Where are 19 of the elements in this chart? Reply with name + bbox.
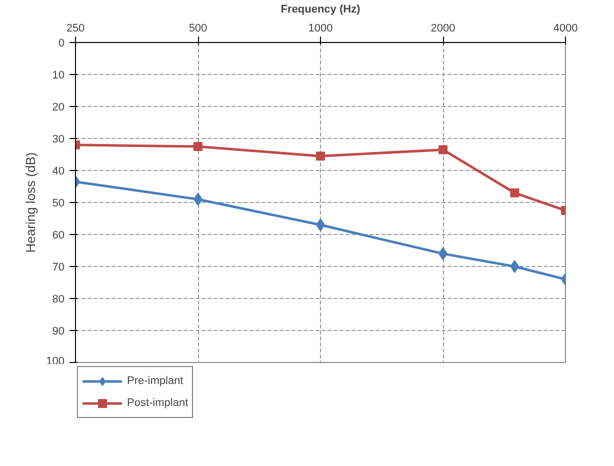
x-tick-label: 250	[66, 22, 85, 34]
y-tick-label: 40	[52, 166, 65, 178]
y-tick-label: 20	[52, 102, 65, 114]
y-tick-label: 90	[52, 326, 65, 338]
y-tick-label: 10	[52, 70, 65, 82]
y-tick-label: 30	[52, 134, 65, 146]
legend-label: Pre-implant	[127, 375, 184, 387]
y-tick-label: 80	[52, 294, 65, 306]
x-tick-label: 1000	[308, 22, 333, 34]
legend-label: Post-implant	[127, 397, 188, 409]
y-axis-title: Hearing loss (dB)	[23, 152, 38, 253]
y-tick-label: 50	[52, 198, 65, 210]
x-tick-label: 4000	[553, 22, 578, 34]
y-tick-label: 0	[58, 38, 65, 50]
x-tick-label: 2000	[430, 22, 456, 34]
y-tick-label: 60	[52, 230, 65, 242]
x-axis-title: Frequency (Hz)	[280, 4, 361, 16]
y-tick-label: 70	[52, 262, 65, 274]
x-tick-label: 500	[188, 22, 208, 34]
